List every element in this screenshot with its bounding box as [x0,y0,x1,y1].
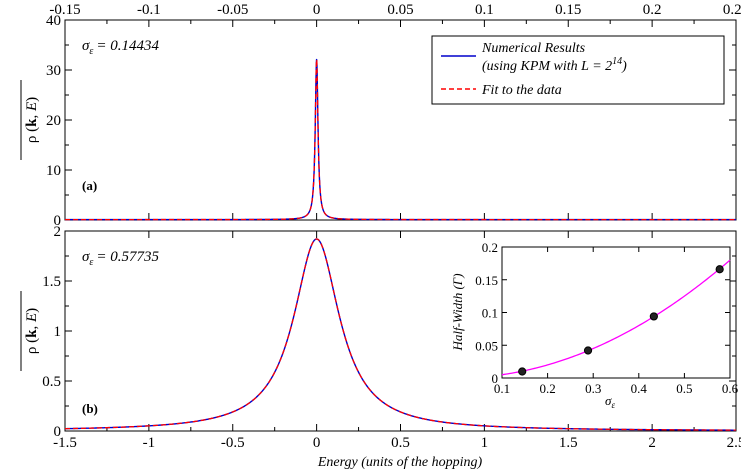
inset-xlabel: σε [605,393,615,410]
inset-ytick-label: 0.15 [475,273,498,288]
panel-b-ytick-label: 1 [54,324,62,340]
inset-ytick-label: 0.2 [482,240,498,255]
top-xtick-label: 0.2 [643,2,662,18]
panel-b-xtick-label: 2 [648,435,656,451]
inset-points [518,265,724,376]
x-axis-label: Energy (units of the hopping) [317,455,483,470]
inset-xtick-label: 0.1 [494,381,510,396]
inset-ytick-label: 0.05 [475,338,498,353]
inset-ticks: 0.1 0.2 0.3 0.4 0.5 0.6 0 0.05 0.1 0.15 0.2 [475,240,738,396]
top-xtick-label: 0.15 [555,2,581,18]
top-xtick-label: -0.15 [49,2,80,18]
panel-b-label: (b) [82,401,98,416]
inset-data-point [715,265,724,274]
top-xtick-label: 0 [313,2,321,18]
inset-curve [501,259,731,376]
panel-b-xtick-label: -0.5 [221,435,245,451]
panel-b-curves [64,238,737,431]
inset-ylabel: Half-Width (Γ) [450,273,465,351]
inset-ytick-label: 0.1 [482,306,498,321]
top-xtick-label: 0.25 [723,2,741,18]
inset-chart: 0.1 0.2 0.3 0.4 0.5 0.6 0 0.05 0.1 0.15 0.2 σε Hal… [450,240,739,410]
panel-b: 0 0.5 1 1.5 2 -1.5 -1 -0.5 0 0.5 1 1.5 2 2.5 (b) σε= … [42,224,741,470]
panel-b-ytick-label: 1.5 [42,274,61,290]
inset-xtick-label: 0.3 [585,381,601,396]
panel-a-sigma: σε = 0.14434 [82,38,159,57]
top-xtick-label: 0.05 [387,2,413,18]
panel-b-ytick-label: 2 [54,224,62,240]
panel-b-ylabel: ρ (k, E) [20,291,40,371]
inset-data-point [649,312,658,321]
top-xtick-label: -0.1 [137,2,161,18]
panel-b-xtick-label: -1 [143,435,156,451]
panel-a-ytick-label: 20 [46,113,61,129]
legend-box [431,35,725,105]
panel-b-ticks: 0 0.5 1 1.5 2 -1.5 -1 -0.5 0 0.5 1 1.5 2 2.5 [42,224,741,451]
panel-b-sigma: σε = 0.57735 [82,249,159,268]
panel-a: 0 10 20 30 40-0.15 -0.1 -0.05 0 0.05 0.1 0.15 0.2 0.… [46,2,741,229]
legend-label-numerical: Numerical Results [481,41,586,56]
panel-a-ytick-label: 10 [46,163,61,179]
panel-b-xtick-label: 2.5 [727,435,741,451]
top-xtick-label: -0.05 [217,2,248,18]
inset-data-point [518,367,527,376]
panel-b-xtick-label: 1.5 [559,435,578,451]
panel-a-series-fit [65,58,736,221]
legend: Numerical Results (using KPM with L = 21… [431,35,725,105]
svg-text:ρ (k, E): ρ (k, E) [24,308,40,354]
inset-fit-curve [501,259,731,376]
inset-xtick-label: 0.4 [631,381,648,396]
panel-b-xtick-label: 1 [481,435,489,451]
inset-data-point [583,346,593,355]
legend-label-kpm: (using KPM with L = 214) [482,56,627,74]
inset-frame [501,246,731,379]
panel-b-xtick-label: 0 [313,435,321,451]
legend-label-fit: Fit to the data [481,83,562,98]
panel-b-ytick-label: 0 [54,424,62,440]
inset-xtick-label: 0.6 [722,381,739,396]
top-xtick-label: 0.1 [475,2,494,18]
panel-a-label: (a) [82,178,97,193]
panel-b-xtick-label: -1.5 [53,435,77,451]
inset-xtick-label: 0.2 [539,381,555,396]
svg-text:ρ (k, E): ρ (k, E) [24,97,40,143]
inset-xtick-label: 0.5 [676,381,692,396]
inset-ytick-label: 0 [492,371,499,386]
panel-a-curves [65,58,736,221]
panel-b-xtick-label: 0.5 [391,435,410,451]
panel-b-series-fit [64,238,737,431]
panel-a-ytick-label: 0 [54,213,62,229]
panel-a-ticks: 0 10 20 30 40-0.15 -0.1 -0.05 0 0.05 0.1 0.15 0.2 0.… [46,2,741,229]
panel-b-ytick-label: 0.5 [42,374,61,390]
panel-a-ylabel: ρ (k, E) [20,80,40,160]
panel-a-ytick-label: 30 [46,63,61,79]
panel-a-ytick-label: 40 [46,13,61,29]
